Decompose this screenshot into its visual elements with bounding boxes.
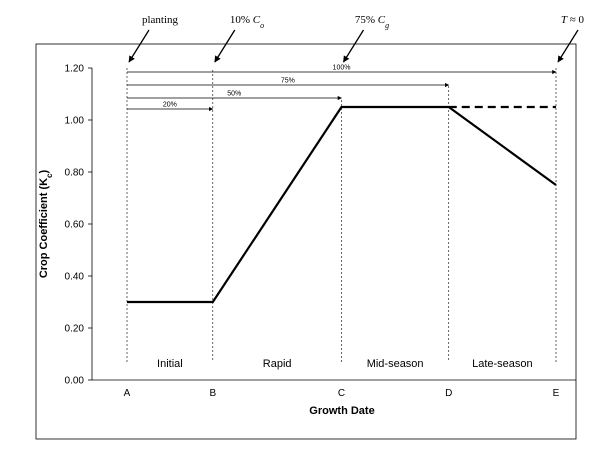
phase-labels: Initial Rapid Mid-season Late-season (157, 358, 533, 370)
stage-label: A (124, 388, 131, 399)
phase-label: Initial (157, 358, 183, 370)
figure-frame (35, 43, 577, 440)
y-ticks: 0.00 0.20 0.40 0.60 0.80 1.00 1.20 (65, 64, 92, 387)
stage-label: B (209, 388, 216, 399)
stage-labels: A B C D E (124, 388, 560, 399)
annotation-arrow (128, 29, 150, 63)
kc-series-line (127, 105, 557, 304)
duration-arrows: 20% 50% 75% 100% (127, 65, 557, 112)
y-tick-label: 1.00 (65, 116, 85, 127)
y-tick-label: 0.80 (65, 168, 85, 179)
x-axis-title: Growth Date (309, 405, 374, 417)
phase-label: Mid-season (367, 358, 424, 370)
y-tick-label: 1.20 (65, 64, 85, 75)
duration-arrow-label: 50% (227, 91, 241, 98)
y-tick-label: 0.40 (65, 272, 85, 283)
series-layer (127, 105, 557, 304)
annotation-arrow (557, 29, 579, 63)
y-tick-label: 0.60 (65, 220, 85, 231)
annotation-arrow (214, 29, 236, 63)
annotation-arrow (342, 29, 365, 63)
y-tick-label: 0.00 (65, 376, 85, 387)
phase-label: Rapid (263, 358, 292, 370)
duration-arrow-label: 75% (281, 78, 295, 85)
stage-guides (126, 68, 557, 362)
phase-label: Late-season (472, 358, 533, 370)
annotation-label: 10% Co (230, 14, 264, 30)
y-tick-label: 0.20 (65, 324, 85, 335)
annotation-label: planting (142, 14, 179, 26)
y-axis-title: Crop Coefficient (Kc) (38, 169, 54, 278)
stage-label: E (553, 388, 560, 399)
stage-label: C (338, 388, 345, 399)
stage-label: D (445, 388, 452, 399)
top-annotations: planting 10% Co 75% Cg T ≈ 0 (128, 14, 585, 63)
duration-arrow-label: 100% (333, 65, 351, 72)
duration-arrow-label: 20% (163, 102, 177, 109)
annotation-label: 75% Cg (355, 14, 389, 30)
annotation-label: T ≈ 0 (561, 14, 585, 26)
